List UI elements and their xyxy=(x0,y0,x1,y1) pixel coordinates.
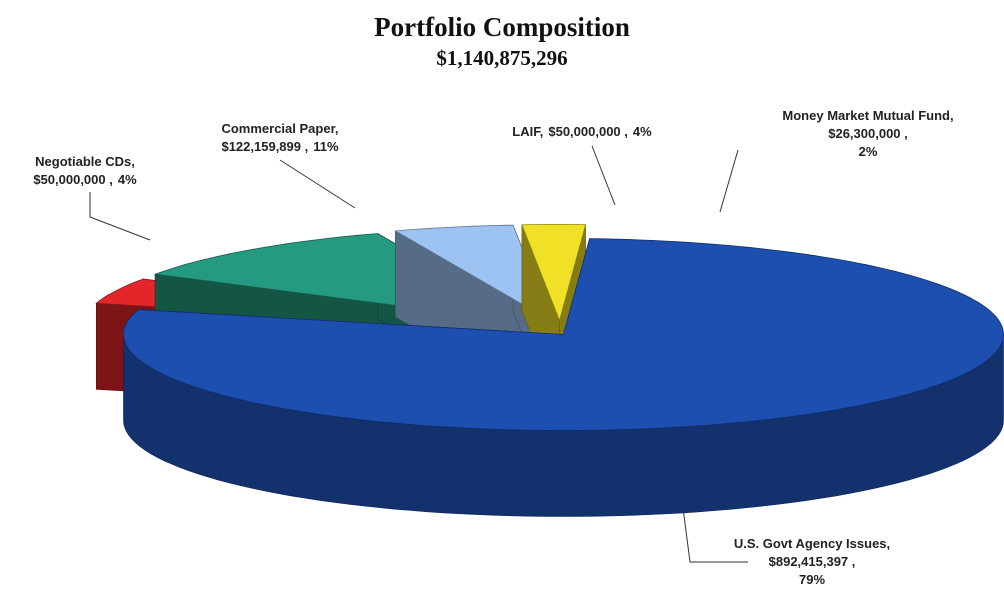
leader-lines xyxy=(89,145,748,563)
data-label-part: Commercial Paper, xyxy=(221,121,338,136)
data-label-part: Money Market Mutual Fund, xyxy=(782,108,953,123)
data-label-part: 2% xyxy=(859,144,878,159)
chart-title: Portfolio Composition xyxy=(374,12,630,42)
data-label-part: 11% xyxy=(313,139,339,154)
data-label-part: $122,159,899 , xyxy=(221,139,308,154)
data-label: LAIF, $50,000,000 , 4% xyxy=(512,124,652,139)
slice-top xyxy=(521,223,587,322)
leader-line xyxy=(681,499,748,563)
data-label: U.S. Govt Agency Issues, xyxy=(734,536,890,551)
leader-line xyxy=(591,145,616,206)
data-label: $26,300,000 , xyxy=(828,126,908,141)
data-label-part: $50,000,000 , xyxy=(548,124,628,139)
data-label-part: Negotiable CDs, xyxy=(35,154,135,169)
data-label-part: $26,300,000 , xyxy=(828,126,908,141)
data-label-part: 4% xyxy=(118,172,137,187)
data-label: $50,000,000 , 4% xyxy=(33,172,137,187)
data-label: $892,415,397 , xyxy=(769,554,856,569)
data-label: Money Market Mutual Fund, xyxy=(782,108,953,123)
data-label-part: 79% xyxy=(799,572,825,587)
chart-subtitle: $1,140,875,296 xyxy=(436,46,567,70)
data-label: 79% xyxy=(799,572,825,587)
data-label-part: 4% xyxy=(633,124,652,139)
data-label: Negotiable CDs, xyxy=(35,154,135,169)
slice xyxy=(123,238,1004,517)
data-label: 2% xyxy=(859,144,878,159)
leader-line xyxy=(89,192,151,241)
slice-top xyxy=(123,238,1004,431)
data-label-part: U.S. Govt Agency Issues, xyxy=(734,536,890,551)
leader-line xyxy=(719,149,739,213)
data-label-part: $50,000,000 , xyxy=(33,172,113,187)
data-label-part: LAIF, xyxy=(512,124,543,139)
data-label: Commercial Paper, xyxy=(221,121,338,136)
leader-line xyxy=(279,159,356,209)
slice-top xyxy=(394,224,552,322)
data-label: $122,159,899 , 11% xyxy=(221,139,338,154)
data-label-part: $892,415,397 , xyxy=(769,554,856,569)
